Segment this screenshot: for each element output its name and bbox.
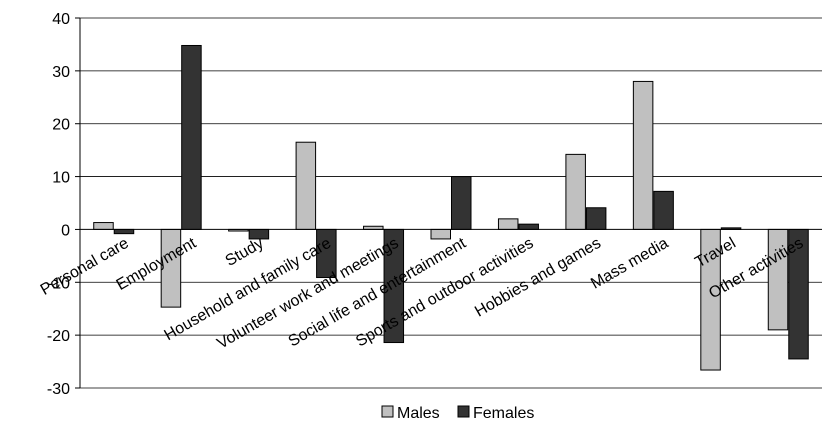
bar-females-1 (181, 44, 202, 230)
y-tick-label: 10 (52, 170, 70, 187)
bar-females-6 (518, 223, 539, 230)
bar-males-5 (430, 228, 451, 240)
y-tick-label: -30 (47, 381, 70, 398)
bars (93, 44, 809, 371)
axes (75, 17, 822, 389)
bar-females-0 (113, 228, 135, 235)
bar-males-3 (295, 141, 317, 230)
bar-males-0 (93, 222, 114, 230)
legend-label-females: Females (473, 405, 534, 422)
legend-swatch-females (457, 405, 470, 418)
category-label: Study (223, 235, 267, 270)
y-axis-tick-labels: -30 -20 -10 0 10 20 30 40 (47, 11, 70, 398)
bar-females-8 (653, 190, 674, 230)
y-tick-label: 30 (52, 64, 70, 81)
y-tick-label: 20 (52, 117, 70, 134)
y-tick-label: -10 (47, 275, 70, 292)
y-tick-label: -20 (47, 328, 70, 345)
category-label: Hobbies and games (472, 235, 604, 321)
category-label: Mass media (588, 235, 671, 293)
category-label: Personal care (38, 235, 132, 299)
legend: Males Females (381, 405, 534, 422)
y-tick-label: 40 (52, 11, 70, 28)
bar-males-7 (565, 153, 586, 230)
gridlines (80, 17, 822, 389)
bar-males-8 (632, 80, 654, 230)
bar-females-7 (585, 207, 607, 230)
y-tick-label: 0 (61, 222, 70, 239)
bar-females-5 (451, 176, 472, 230)
legend-swatch-males (381, 405, 394, 418)
legend-label-males: Males (397, 405, 440, 422)
bar-males-6 (497, 218, 519, 230)
